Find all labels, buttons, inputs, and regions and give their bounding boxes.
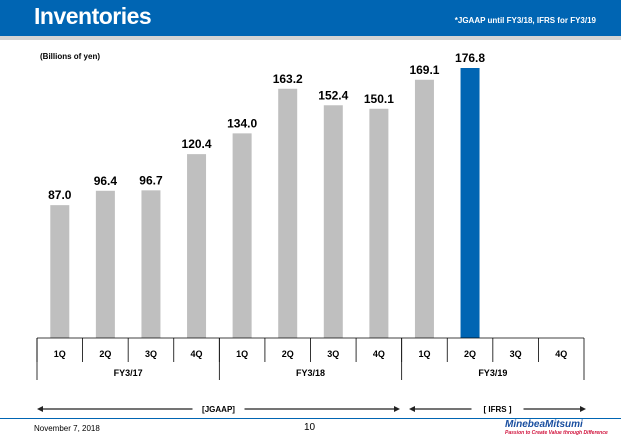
tick-label: 4Q — [191, 349, 203, 359]
group-label: FY3/19 — [478, 368, 507, 378]
footer-date: November 7, 2018 — [34, 424, 100, 433]
data-label: 134.0 — [227, 116, 257, 130]
group-label: FY3/17 — [114, 368, 143, 378]
tick-label: 1Q — [418, 349, 430, 359]
data-label: 152.4 — [318, 88, 348, 102]
group-label: FY3/18 — [296, 368, 325, 378]
bar — [460, 68, 480, 338]
ifrs-arrow-head — [409, 406, 415, 412]
bar — [323, 105, 343, 338]
unit-label: (Billions of yen) — [40, 52, 100, 61]
company-logo: MinebeaMitsumi Passion to Create Value t… — [505, 419, 608, 436]
tick-label: 2Q — [464, 349, 476, 359]
bar — [414, 79, 434, 339]
tick-label: 1Q — [236, 349, 248, 359]
tick-label: 4Q — [373, 349, 385, 359]
data-label: 150.1 — [364, 92, 394, 106]
page-number: 10 — [304, 422, 316, 433]
data-label: 96.4 — [94, 174, 118, 188]
bar — [232, 133, 252, 338]
jgaap-arrow-head — [394, 406, 400, 412]
data-label: 176.8 — [455, 51, 485, 65]
data-label: 87.0 — [48, 188, 72, 202]
data-label: 169.1 — [409, 63, 439, 77]
footer-divider — [0, 418, 621, 419]
tick-label: 1Q — [54, 349, 66, 359]
bar — [278, 88, 298, 339]
tick-label: 3Q — [510, 349, 522, 359]
header-divider — [0, 36, 621, 40]
accounting-note: *JGAAP until FY3/18, IFRS for FY3/19 — [454, 16, 596, 25]
jgaap-arrow-head — [37, 406, 43, 412]
data-label: 120.4 — [182, 137, 212, 151]
bar — [369, 108, 389, 338]
logo-text: MinebeaMitsumi — [505, 419, 583, 430]
jgaap-label: [JGAAP] — [202, 405, 235, 414]
bar — [187, 154, 207, 338]
tick-label: 2Q — [99, 349, 111, 359]
data-label: 163.2 — [273, 72, 303, 86]
tick-label: 4Q — [555, 349, 567, 359]
bar — [141, 190, 161, 338]
ifrs-label: [ IFRS ] — [484, 405, 512, 414]
tick-label: 3Q — [327, 349, 339, 359]
tick-label: 3Q — [145, 349, 157, 359]
bar — [95, 190, 115, 338]
data-label: 96.7 — [139, 173, 163, 187]
page-title: Inventories — [34, 3, 152, 29]
tick-label: 2Q — [282, 349, 294, 359]
header-bar: Inventories *JGAAP until FY3/18, IFRS fo… — [0, 0, 621, 36]
ifrs-arrow-head — [580, 406, 586, 412]
bar — [50, 205, 70, 338]
logo-tagline: Passion to Create Value through Differen… — [505, 430, 608, 436]
